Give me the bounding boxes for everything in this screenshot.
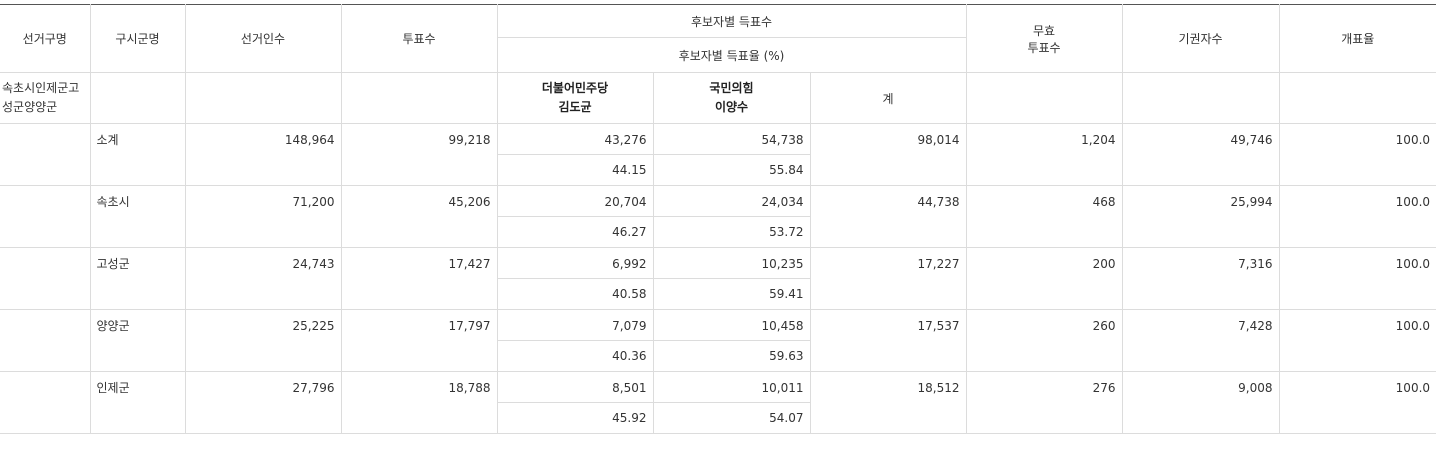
- invalid-votes-cell: 1,204: [965, 123, 1123, 186]
- empty-cell: [0, 371, 91, 434]
- table-row: 양양군 25,225 17,797 7,079 10,458 17,537 26…: [0, 309, 1437, 372]
- candidate-1-votes: 7,079: [496, 309, 654, 341]
- electorate-cell: 148,964: [184, 123, 342, 186]
- invalid-votes-cell: 260: [965, 309, 1123, 372]
- candidate-1-votes: 6,992: [496, 247, 654, 279]
- candidate-1-rate: 40.58: [497, 278, 654, 310]
- candidate-2-votes: 10,235: [652, 247, 811, 279]
- constituency-line2: 성군양양군: [2, 100, 58, 114]
- voters-cell: 18,788: [340, 371, 498, 434]
- voters-cell: 99,218: [340, 123, 498, 186]
- voters-cell: 17,427: [340, 247, 498, 310]
- header-invalid-line1: 무효: [1032, 23, 1056, 38]
- candidate-1-name: 김도균: [558, 100, 592, 114]
- counting-rate-cell: 100.0: [1278, 371, 1437, 434]
- invalid-votes-cell: 200: [965, 247, 1123, 310]
- total-votes-cell: 98,014: [809, 123, 967, 186]
- abstention-cell: 9,008: [1121, 371, 1280, 434]
- candidate-2-name: 이양수: [714, 100, 749, 114]
- table-header: 선거구명 구시군명 선거인수 투표수 후보자별 득표수 무효 투표수 기권자수 개…: [0, 4, 1437, 124]
- total-votes-cell: 17,227: [809, 247, 967, 310]
- candidate-1-party: 더불어민주당: [541, 81, 609, 95]
- empty-cell: [340, 72, 498, 124]
- candidate-2-votes: 24,034: [652, 185, 811, 217]
- empty-cell: [1121, 72, 1280, 124]
- empty-cell: [0, 309, 91, 372]
- candidate-2-rate: 59.63: [652, 340, 810, 372]
- header-district-name: 구시군명: [89, 4, 186, 73]
- candidate-2-rate: 53.72: [652, 216, 810, 248]
- table-row: 고성군 24,743 17,427 6,992 10,235 17,227 20…: [0, 247, 1437, 310]
- header-invalid-line2: 투표수: [1027, 40, 1061, 55]
- counting-rate-cell: 100.0: [1278, 123, 1437, 186]
- empty-cell: [89, 72, 186, 124]
- candidate-1-rate: 44.15: [497, 154, 654, 186]
- table-body: 소계 148,964 99,218 43,276 54,738 98,014 1…: [0, 123, 1437, 434]
- empty-cell: [0, 247, 91, 310]
- candidate-1-rate: 46.27: [497, 216, 654, 248]
- table-row-rate: 40.36 59.63: [0, 340, 1436, 372]
- total-header: 계: [809, 72, 967, 124]
- empty-cell: [0, 123, 91, 186]
- abstention-cell: 25,994: [1121, 185, 1280, 248]
- constituency-line1: 속초시인제군고: [2, 81, 80, 95]
- table-row: 인제군 27,796 18,788 8,501 10,011 18,512 27…: [0, 371, 1437, 434]
- counting-rate-cell: 100.0: [1278, 247, 1437, 310]
- table-row-rate: 44.15 55.84: [0, 154, 1436, 186]
- header-voters: 투표수: [340, 4, 498, 73]
- candidate-2-votes: 10,011: [652, 371, 811, 403]
- district-name: 인제군: [89, 371, 186, 434]
- electorate-cell: 27,796: [184, 371, 342, 434]
- abstention-cell: 7,428: [1121, 309, 1280, 372]
- candidate-2-rate: 55.84: [652, 154, 810, 186]
- electorate-cell: 24,743: [184, 247, 342, 310]
- total-votes-cell: 17,537: [809, 309, 967, 372]
- district-name: 속초시: [89, 185, 186, 248]
- table-row-rate: 45.92 54.07: [0, 402, 1436, 434]
- empty-cell: [1278, 72, 1437, 124]
- empty-cell: [184, 72, 342, 124]
- candidate-2-rate: 54.07: [652, 402, 810, 434]
- election-results-table: 선거구명 구시군명 선거인수 투표수 후보자별 득표수 무효 투표수 기권자수 개…: [0, 4, 1437, 434]
- district-name: 소계: [89, 123, 186, 186]
- header-electorate: 선거인수: [184, 4, 342, 73]
- candidate-1-rate: 45.92: [497, 402, 654, 434]
- electorate-cell: 25,225: [184, 309, 342, 372]
- abstention-cell: 49,746: [1121, 123, 1280, 186]
- voters-cell: 17,797: [340, 309, 498, 372]
- table-row: 소계 148,964 99,218 43,276 54,738 98,014 1…: [0, 123, 1437, 186]
- header-votes-by-candidate: 후보자별 득표수: [496, 4, 967, 38]
- empty-cell: [965, 72, 1123, 124]
- district-name: 양양군: [89, 309, 186, 372]
- candidate-2-votes: 54,738: [652, 123, 811, 155]
- header-abstention: 기권자수: [1121, 4, 1280, 73]
- candidate-1-rate: 40.36: [497, 340, 654, 372]
- header-counting-rate: 개표율: [1278, 4, 1437, 73]
- candidate-2-votes: 10,458: [652, 309, 811, 341]
- abstention-cell: 7,316: [1121, 247, 1280, 310]
- candidate-1-votes: 43,276: [496, 123, 654, 155]
- counting-rate-cell: 100.0: [1278, 185, 1437, 248]
- invalid-votes-cell: 276: [965, 371, 1123, 434]
- invalid-votes-cell: 468: [965, 185, 1123, 248]
- candidate-1-votes: 20,704: [496, 185, 654, 217]
- empty-cell: [0, 185, 91, 248]
- electorate-cell: 71,200: [184, 185, 342, 248]
- counting-rate-cell: 100.0: [1278, 309, 1437, 372]
- total-votes-cell: 18,512: [809, 371, 967, 434]
- header-rate-by-candidate: 후보자별 득표율 (%): [497, 37, 967, 73]
- candidate-1-votes: 8,501: [496, 371, 654, 403]
- table-row: 속초시 71,200 45,206 20,704 24,034 44,738 4…: [0, 185, 1437, 248]
- candidate-2-rate: 59.41: [652, 278, 810, 310]
- candidate-2-party: 국민의힘: [709, 81, 754, 95]
- voters-cell: 45,206: [340, 185, 498, 248]
- total-votes-cell: 44,738: [809, 185, 967, 248]
- district-name: 고성군: [89, 247, 186, 310]
- header-election-name: 선거구명: [0, 4, 91, 73]
